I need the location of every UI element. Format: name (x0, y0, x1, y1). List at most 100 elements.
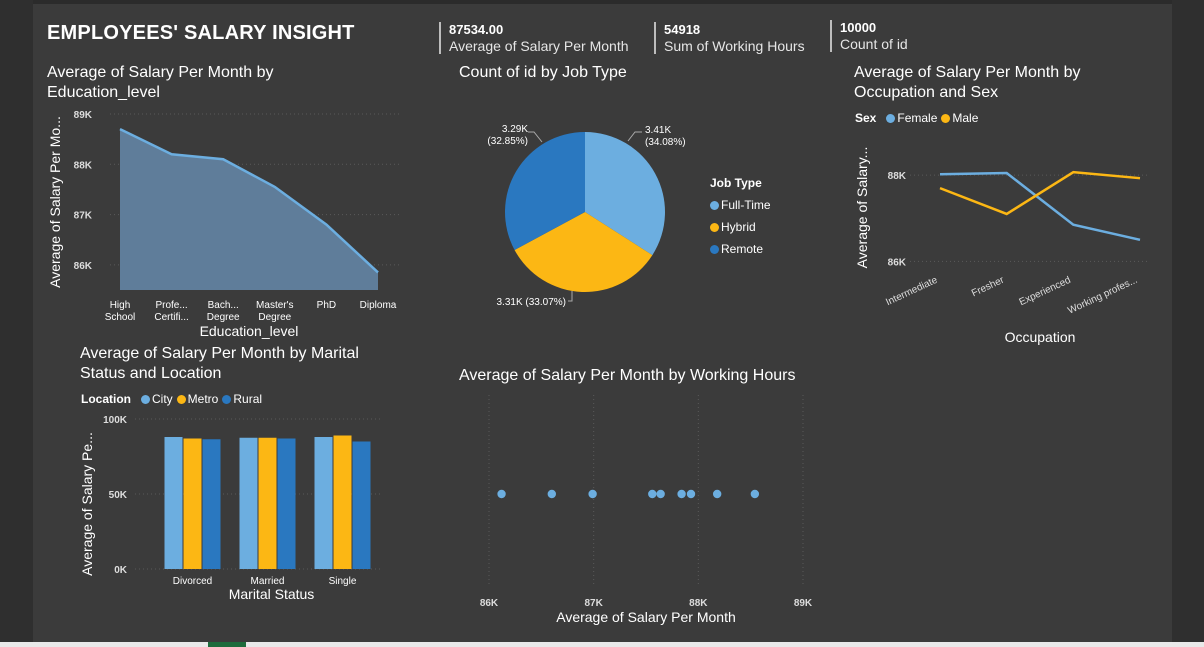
pie-label-fulltime-pct: (34.08%) (645, 137, 686, 148)
y-axis-title: Average of Salary Per Mo... (47, 116, 63, 288)
x-tick-label: 87K (584, 598, 603, 609)
x-tick-label: Certifi... (154, 312, 188, 323)
x-axis-title: Occupation (1005, 329, 1076, 345)
sex-legend: Sex Female Male (855, 111, 978, 125)
legend-title: Job Type (710, 176, 762, 190)
workinghours-chart-title: Average of Salary Per Month by Working H… (459, 367, 796, 384)
fulltime-dot-icon (710, 201, 719, 210)
x-tick-label: Diploma (360, 300, 397, 311)
legend-metro[interactable]: Metro (187, 392, 219, 406)
bar-married-metro (258, 437, 277, 569)
sheet-tab[interactable] (208, 642, 246, 647)
y-axis-title: Average of Salary... (854, 147, 870, 269)
y-tick-label: 0K (114, 565, 128, 576)
x-tick-label: Profe... (155, 300, 187, 311)
jobtype-pie-chart[interactable]: 3.41K(34.08%) 3.29K(32.85%) 3.31K (33.07%) (460, 100, 710, 330)
legend-hybrid[interactable]: Hybrid (721, 220, 756, 234)
x-axis-title: Average of Salary Per Month (556, 609, 736, 625)
x-axis-title: Education_level (200, 323, 299, 339)
pie-label-remote: 3.29K (502, 124, 528, 135)
bar-single-rural (352, 441, 371, 569)
x-tick-label: Divorced (173, 576, 212, 587)
workinghours-scatter-chart[interactable]: 86K 87K 88K 89K Average of Salary Per Month (455, 385, 835, 630)
hybrid-dot-icon (710, 223, 719, 232)
y-tick-label: 86K (888, 257, 907, 268)
area-fill (120, 129, 378, 290)
legend-female[interactable]: Female (897, 111, 938, 125)
bar-married-rural (277, 438, 296, 569)
remote-dot-icon (710, 245, 719, 254)
kpi-label: Average of Salary Per Month (449, 38, 629, 54)
x-tick-label: PhD (317, 300, 336, 311)
bottom-status-bar (0, 642, 1204, 647)
pie-label-remote-pct: (32.85%) (487, 136, 528, 147)
rural-dot-icon (222, 395, 232, 404)
male-dot-icon (941, 114, 951, 123)
dashboard-title: EMPLOYEES' SALARY INSIGHT (47, 22, 355, 44)
pie-slice-full-time (585, 132, 665, 256)
y-tick-label: 86K (74, 261, 93, 272)
left-canvas-margin (0, 0, 33, 647)
legend-rural[interactable]: Rural (233, 392, 263, 406)
scatter-point (648, 489, 657, 499)
female-dot-icon (886, 114, 896, 123)
dashboard-canvas (33, 4, 1172, 642)
y-tick-label: 88K (888, 171, 907, 182)
legend-male[interactable]: Male (952, 111, 979, 125)
kpi-count-id: 10000 Count of id (830, 20, 908, 52)
kpi-working-hours: 54918 Sum of Working Hours (654, 22, 805, 54)
pie-slice-remote (505, 132, 585, 250)
series-line-male (939, 170, 1141, 216)
jobtype-legend: Job Type Full-Time Hybrid Remote (710, 172, 771, 260)
pie-label-fulltime: 3.41K (645, 125, 671, 136)
education-chart-title: Average of Salary Per Month by Education… (47, 64, 274, 101)
x-tick-label: High (110, 300, 131, 311)
pie-slice-hybrid (514, 212, 653, 292)
y-tick-label: 87K (74, 211, 93, 222)
bar-divorced-rural (202, 439, 221, 569)
city-dot-icon (141, 395, 150, 404)
scatter-point (656, 489, 665, 499)
legend-title: Sex (855, 111, 877, 125)
x-tick-label: Master's (256, 300, 293, 311)
marital-chart-title: Average of Salary Per Month by Marital S… (80, 345, 359, 382)
leader-line (528, 131, 543, 143)
scatter-point (686, 489, 696, 499)
x-tick-label: Degree (207, 312, 240, 323)
x-tick-label: 86K (480, 598, 499, 609)
series-line-female (939, 171, 1141, 242)
leader-line (568, 291, 573, 302)
y-axis-title: Average of Salary Pe... (79, 432, 95, 576)
x-tick-label: Fresher (970, 274, 1006, 299)
right-scrollbar[interactable] (1172, 0, 1204, 647)
legend-title: Location (81, 392, 131, 406)
x-tick-label: Single (329, 576, 357, 587)
x-tick-label: Intermediate (884, 275, 939, 309)
marital-bar-chart[interactable]: 100K 50K 0K Divorced Married Single Marital St… (75, 405, 405, 605)
legend-city[interactable]: City (152, 392, 173, 406)
legend-remote[interactable]: Remote (721, 242, 764, 256)
x-tick-label: Working profes... (1066, 275, 1139, 317)
scatter-point (588, 489, 597, 499)
occupation-line-chart[interactable]: 88K 86K Intermediate Fresher ExperiencedWork… (850, 125, 1170, 350)
x-tick-label: 88K (689, 598, 708, 609)
kpi-value: 10000 (840, 20, 877, 35)
y-tick-label: 100K (103, 415, 128, 426)
kpi-label: Sum of Working Hours (664, 38, 805, 54)
kpi-label: Count of id (840, 36, 908, 52)
kpi-value: 87534.00 (449, 22, 504, 37)
area-line (119, 127, 379, 274)
x-tick-label: Experienced (1018, 275, 1073, 308)
legend-fulltime[interactable]: Full-Time (721, 198, 771, 212)
bar-married-city (239, 437, 258, 569)
x-tick-label: School (105, 312, 136, 323)
occupation-chart-title: Average of Salary Per Month by Occupatio… (854, 64, 1081, 101)
scatter-point (547, 489, 556, 499)
y-tick-label: 89K (74, 110, 93, 121)
leader-line (627, 131, 642, 142)
jobtype-chart-title: Count of id by Job Type (459, 64, 627, 81)
scatter-point (497, 489, 506, 499)
metro-dot-icon (176, 395, 186, 404)
pie-labels: 3.41K(34.08%) 3.29K(32.85%) 3.31K (33.07%) (487, 124, 685, 308)
